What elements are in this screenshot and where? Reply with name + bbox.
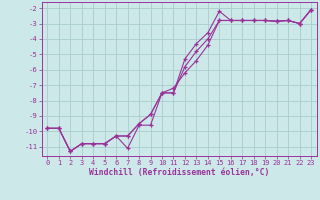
X-axis label: Windchill (Refroidissement éolien,°C): Windchill (Refroidissement éolien,°C) (89, 168, 269, 177)
